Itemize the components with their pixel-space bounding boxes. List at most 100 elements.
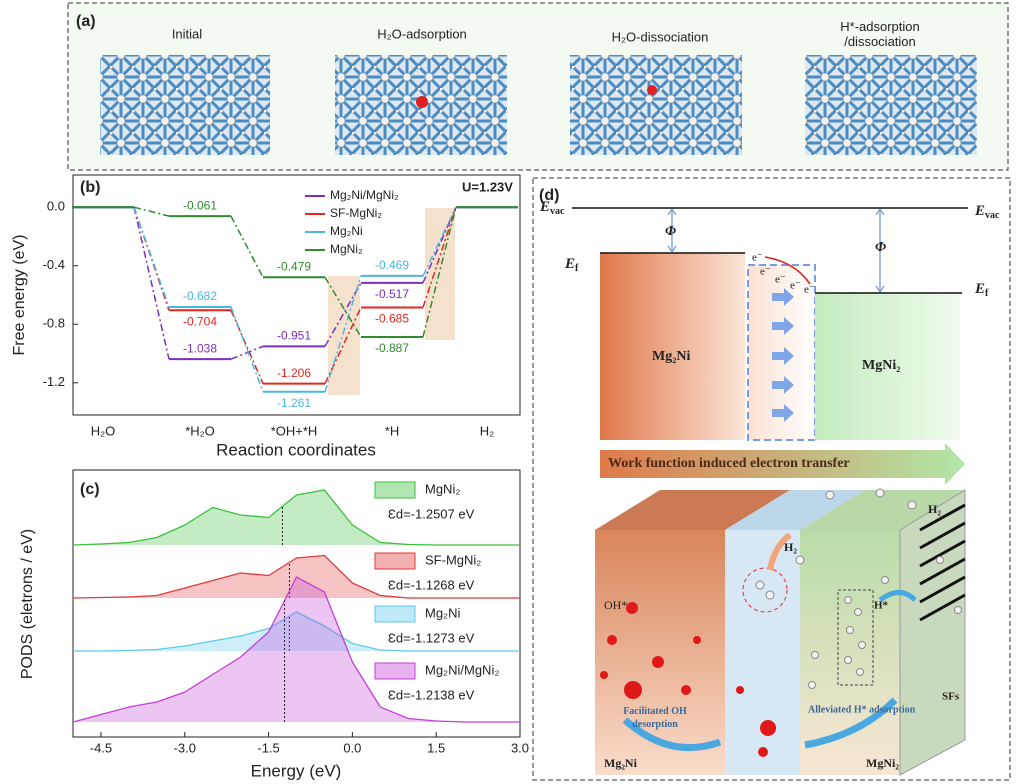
electron: e⁻ bbox=[775, 274, 786, 286]
caption: H₂O-dissociation bbox=[612, 29, 709, 44]
decoration bbox=[919, 593, 966, 622]
decoration bbox=[626, 602, 638, 614]
value-label: -0.061 bbox=[183, 198, 217, 212]
flow-arrow bbox=[622, 717, 722, 752]
value-label: -1.038 bbox=[183, 341, 217, 355]
legend-swatch bbox=[374, 481, 416, 499]
decoration bbox=[772, 376, 794, 394]
pdos-line bbox=[72, 576, 520, 723]
structure bbox=[100, 55, 270, 155]
symbol: E bbox=[564, 256, 575, 272]
connector bbox=[230, 306, 264, 392]
flow-arrow bbox=[804, 697, 898, 749]
block-top bbox=[800, 490, 965, 530]
plot-frame bbox=[72, 174, 521, 416]
subscript: f bbox=[985, 288, 989, 299]
mgni2-block bbox=[815, 293, 960, 440]
legend-label: Mg₂Ni/MgNi₂ bbox=[425, 662, 499, 677]
material-label: Mg₂Ni bbox=[652, 349, 691, 364]
legend-label: Mg₂Ni/MgNi₂ bbox=[330, 188, 399, 202]
block-side bbox=[899, 489, 966, 776]
pdos-line bbox=[72, 489, 520, 546]
pdos-line bbox=[73, 611, 520, 652]
species-label: SFs bbox=[942, 691, 960, 703]
decoration bbox=[772, 317, 794, 335]
decoration bbox=[936, 556, 944, 564]
decoration bbox=[765, 590, 775, 600]
arrow bbox=[667, 208, 677, 253]
pdos-line bbox=[72, 554, 520, 599]
caption-line: desorption bbox=[632, 719, 678, 730]
value-label: -1.261 bbox=[277, 396, 311, 410]
arrow bbox=[875, 208, 885, 293]
y-tick-label: -0.8 bbox=[43, 316, 65, 331]
banner-text: Work function induced electron transfer bbox=[608, 456, 850, 471]
decoration bbox=[858, 641, 866, 649]
decoration bbox=[907, 500, 917, 510]
mg2ni-face bbox=[595, 530, 725, 775]
legend-label: SF-MgNi₂ bbox=[330, 206, 382, 220]
connector bbox=[422, 206, 457, 277]
block-top bbox=[725, 490, 865, 530]
y-axis-title: PODS (eletrons / eV) bbox=[19, 529, 36, 679]
vacuum-label: Evac bbox=[539, 199, 565, 217]
decoration bbox=[693, 636, 701, 644]
stacking-faults bbox=[919, 503, 966, 622]
oxygen bbox=[647, 85, 657, 95]
value-label: -0.469 bbox=[375, 258, 409, 272]
highlight-circle bbox=[742, 567, 788, 613]
decoration bbox=[652, 656, 664, 668]
highlight bbox=[425, 208, 455, 340]
flow-arrows bbox=[772, 288, 794, 422]
connector bbox=[133, 206, 170, 217]
decoration bbox=[919, 575, 966, 604]
legend-label: SF-MgNi₂ bbox=[425, 552, 481, 567]
phi: Φ bbox=[875, 240, 886, 255]
value-label: -0.951 bbox=[277, 329, 311, 343]
species-label: H* bbox=[874, 600, 889, 612]
decoration bbox=[755, 580, 765, 590]
legend-swatch bbox=[374, 552, 416, 570]
decoration bbox=[856, 668, 864, 676]
pdos-area bbox=[73, 490, 520, 545]
legend-label: MgNi₂ bbox=[425, 481, 460, 496]
connector bbox=[324, 275, 362, 392]
electron: e⁻ bbox=[790, 280, 801, 292]
connector bbox=[324, 282, 362, 347]
connector bbox=[422, 206, 457, 308]
legend-label: MgNi₂ bbox=[330, 242, 363, 256]
panel-label: (a) bbox=[76, 13, 96, 30]
annotation: U=1.23V bbox=[462, 179, 513, 194]
decoration bbox=[919, 521, 966, 550]
connector bbox=[230, 309, 264, 384]
caption: Alleviated H* adsorption bbox=[808, 704, 916, 715]
electrolyte-face bbox=[725, 530, 800, 775]
connector bbox=[324, 307, 362, 385]
x-tick-label: *OH+*H bbox=[271, 423, 318, 438]
d-band-label: Ɛd=-1.1273 eV bbox=[388, 630, 475, 645]
transfer-arc bbox=[764, 256, 811, 285]
connector bbox=[422, 207, 457, 338]
decoration bbox=[881, 576, 889, 584]
symbol: E bbox=[539, 199, 550, 215]
electron: e⁻ bbox=[760, 266, 771, 278]
panel-frame bbox=[532, 177, 1011, 781]
x-tick-label: 0.0 bbox=[343, 740, 361, 755]
connector bbox=[133, 207, 170, 360]
y-tick-label: 0.0 bbox=[47, 199, 65, 214]
fermi-label: Ef bbox=[974, 281, 989, 299]
material-label: MgNi₂ bbox=[862, 358, 900, 373]
pdos-area bbox=[73, 577, 520, 722]
structure bbox=[570, 55, 742, 155]
decoration bbox=[919, 539, 966, 568]
caption-line: /dissociation bbox=[844, 34, 916, 49]
decoration bbox=[854, 608, 862, 616]
symbol: E bbox=[974, 281, 985, 297]
x-tick-label: *H₂O bbox=[185, 423, 215, 438]
electron: e⁻ bbox=[752, 252, 763, 264]
connector bbox=[324, 276, 362, 338]
decoration bbox=[808, 681, 816, 689]
d-band-label: Ɛd=-1.2138 eV bbox=[388, 687, 475, 702]
mg2ni-block bbox=[600, 253, 745, 440]
